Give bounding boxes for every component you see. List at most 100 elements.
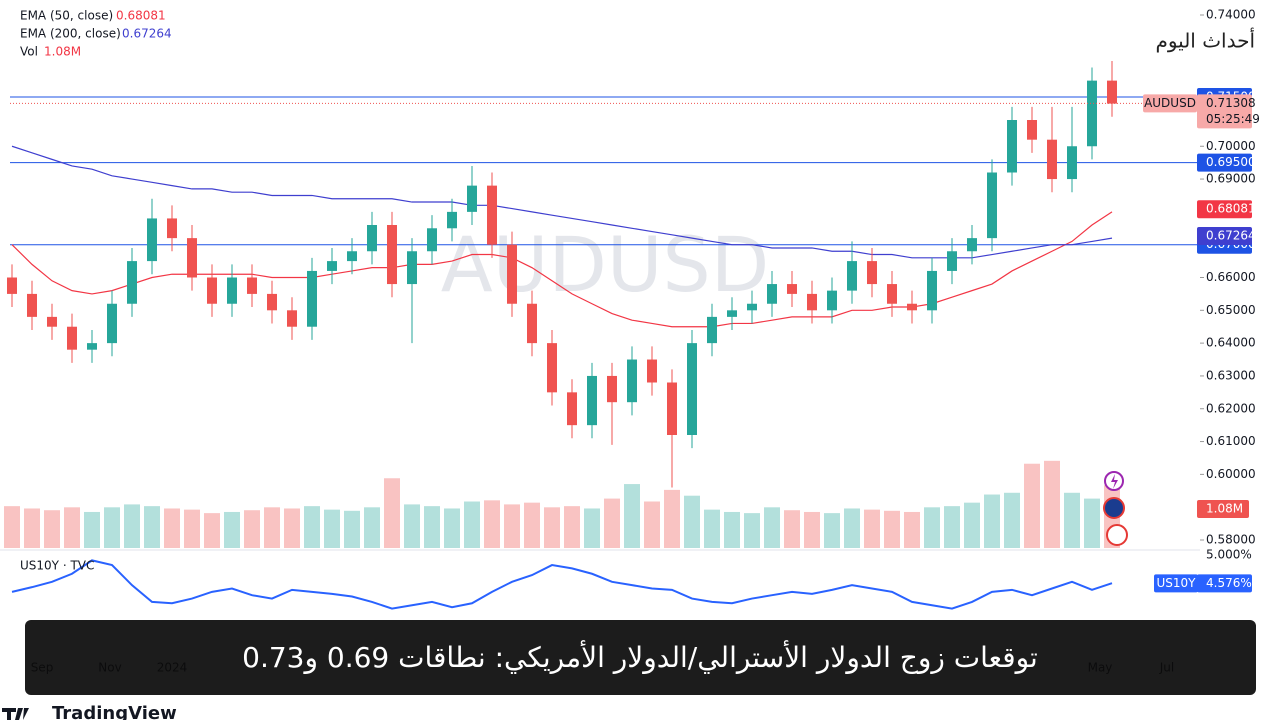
volume-bar xyxy=(404,504,420,548)
candle-body xyxy=(307,270,317,327)
symbol-badge xyxy=(1143,94,1197,113)
candle-body xyxy=(227,277,237,304)
legend-name: Vol xyxy=(20,45,38,59)
candle-body xyxy=(807,293,817,311)
us10y-label: 4.576% xyxy=(1206,576,1252,590)
candle-body xyxy=(167,218,177,239)
legend-value: 1.08M xyxy=(44,45,81,59)
y-tick-label: 0.61000 xyxy=(1206,434,1256,448)
volume-bar xyxy=(104,507,120,548)
volume-bar xyxy=(24,508,40,548)
lightning xyxy=(1111,474,1118,489)
volume-bar xyxy=(504,504,520,548)
candle-body xyxy=(627,359,637,403)
us10y-symbol-badge xyxy=(1154,574,1198,593)
flag-au[interactable] xyxy=(1103,497,1125,519)
candle-body xyxy=(27,293,37,317)
volume-bar xyxy=(424,506,440,548)
candle-body xyxy=(107,303,117,344)
candle-body xyxy=(847,261,857,291)
candle-body xyxy=(1007,120,1017,173)
volume-bar xyxy=(584,508,600,548)
volume-bar xyxy=(844,508,860,548)
volume-bar xyxy=(124,504,140,548)
ema-label: 0.68081 xyxy=(1206,202,1256,216)
tv-logo xyxy=(2,708,29,720)
volume-bar xyxy=(724,511,740,548)
us10y-line xyxy=(11,559,1113,610)
candle-body xyxy=(1047,139,1057,180)
y-tick-label: 0.69000 xyxy=(1206,172,1256,186)
volume-bar xyxy=(204,513,220,548)
y-tick-label: 0.74000 xyxy=(1206,8,1256,22)
volume-bar xyxy=(684,495,700,548)
candle-body xyxy=(587,375,597,426)
candle-body xyxy=(787,284,797,294)
price-badge xyxy=(1197,94,1252,129)
symbol-label: AUDUSD xyxy=(1144,96,1196,110)
volume-bar xyxy=(484,500,500,548)
volume-bar xyxy=(984,494,1000,548)
volume-bar xyxy=(644,501,660,548)
legend-name: EMA (50, close) xyxy=(20,9,113,23)
volume-bar xyxy=(444,508,460,548)
candle-body xyxy=(867,261,877,285)
candle-body xyxy=(287,310,297,327)
volume-bar xyxy=(244,510,260,548)
y-tick-label: 0.70000 xyxy=(1206,139,1256,153)
candle-body xyxy=(747,303,757,311)
candle-body xyxy=(767,284,777,304)
y-tick-label: 0.62000 xyxy=(1206,401,1256,415)
volume-bar xyxy=(664,489,680,548)
candle-body xyxy=(67,326,77,350)
ema-label: 0.67264 xyxy=(1206,229,1256,243)
ema-line xyxy=(11,145,1113,259)
volume-bar xyxy=(704,509,720,548)
volume-bar xyxy=(284,508,300,548)
headline: توقعات زوج الدولار الأسترالي/الدولار الأ… xyxy=(242,639,1038,675)
candle-body xyxy=(887,284,897,304)
y-tick-label: 0.65000 xyxy=(1206,303,1256,317)
candle-body xyxy=(607,375,617,403)
candle-body xyxy=(87,343,97,350)
volume-bar xyxy=(1004,492,1020,548)
volume-bar xyxy=(84,511,100,548)
candle-body xyxy=(127,261,137,304)
brand-bottom: TradingView xyxy=(52,703,177,720)
volume-bar xyxy=(1024,463,1040,548)
candle-body xyxy=(367,225,377,252)
candle-body xyxy=(487,185,497,245)
y-tick-label: 5.000% xyxy=(1206,548,1252,562)
flag-us[interactable] xyxy=(1106,524,1128,546)
y-tick-label: 0.66000 xyxy=(1206,270,1256,284)
legend-name: EMA (200, close) xyxy=(20,27,121,41)
volume-bar xyxy=(1044,460,1060,548)
candle-body xyxy=(727,310,737,317)
level-badge xyxy=(1197,153,1252,172)
candle-body xyxy=(967,238,977,252)
y-tick-label: 0.63000 xyxy=(1206,368,1256,382)
ema-badge xyxy=(1197,200,1252,219)
headline-banner xyxy=(25,620,1256,695)
candle-body xyxy=(507,244,517,304)
candle-body xyxy=(347,251,357,262)
volume-bar xyxy=(524,502,540,548)
candle-body xyxy=(447,211,457,229)
volume-bar xyxy=(44,510,60,548)
volume-bar xyxy=(264,507,280,548)
volume-badge xyxy=(1197,500,1249,518)
candle-body xyxy=(1107,80,1117,104)
y-tick-label: 0.64000 xyxy=(1206,336,1256,350)
candle-body xyxy=(907,303,917,311)
candle-body xyxy=(267,293,277,311)
candle-body xyxy=(7,277,17,294)
us10y-badge xyxy=(1197,574,1252,593)
volume-bar xyxy=(964,502,980,548)
volume-label: 1.08M xyxy=(1206,502,1243,516)
volume-bar xyxy=(1064,492,1080,548)
us10y-symbol: US10Y xyxy=(1157,576,1197,590)
candle-body xyxy=(1067,146,1077,180)
volume-bar xyxy=(4,506,20,548)
volume-bar xyxy=(324,509,340,548)
